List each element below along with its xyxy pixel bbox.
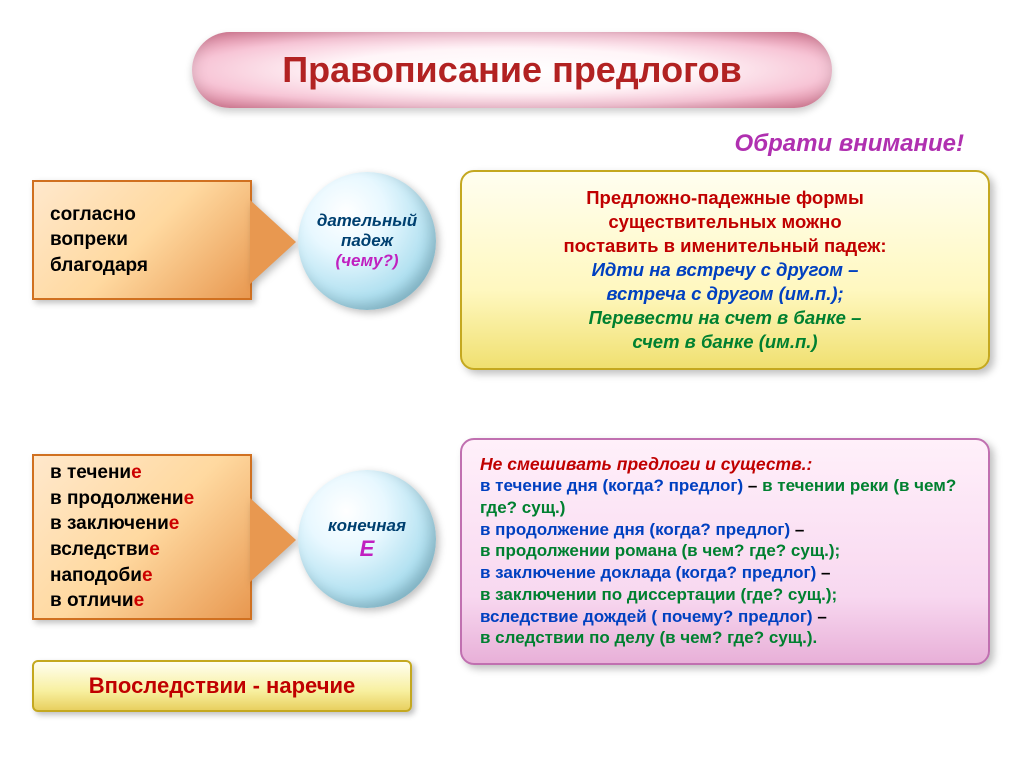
info1-title-line: Предложно-падежные формы [480, 186, 970, 210]
info-box-dont-confuse: Не смешивать предлоги и существ.: в тече… [460, 438, 990, 665]
attention-label: Обрати внимание! [735, 130, 964, 158]
sphere1-line1: дательный падеж [298, 211, 436, 252]
arrow1-line: согласно [50, 202, 148, 228]
info2-line: в заключение доклада (когда? предлог) – [480, 562, 970, 584]
sphere-dative-case: дательный падеж (чему?) [298, 172, 436, 310]
info1-example-line: Перевести на счет в банке – [480, 306, 970, 330]
info2-rows: в течение дня (когда? предлог) – в течен… [480, 475, 970, 649]
info2-line: в заключении по диссертации (где? сущ.); [480, 584, 970, 606]
sphere2-line2: Е [360, 536, 375, 562]
adverb-note: Впоследствии - наречие [32, 660, 412, 712]
arrow2-content: в течениев продолжениев заключениевследс… [50, 460, 194, 614]
info1-example-line: встреча с другом (им.п.); [480, 282, 970, 306]
sphere2-line1: конечная [328, 516, 406, 536]
info1-example-line: Идти на встречу с другом – [480, 258, 970, 282]
arrow2-line: в продолжение [50, 486, 194, 512]
arrow2-line: в течение [50, 460, 194, 486]
info1-title-line: поставить в именительный падеж: [480, 234, 970, 258]
arrow2-line: наподобие [50, 563, 194, 589]
arrow2-line: вследствие [50, 537, 194, 563]
info-box-case-forms: Предложно-падежные формы существительных… [460, 170, 990, 370]
arrow-block-prepositions-dative: согласно вопреки благодаря [32, 180, 252, 300]
info2-title: Не смешивать предлоги и существ.: [480, 454, 970, 475]
sphere-final-e: конечная Е [298, 470, 436, 608]
sphere1-line2: (чему?) [335, 251, 398, 271]
info2-line: в следствии по делу (в чем? где? сущ.). [480, 627, 970, 649]
arrow1-line: вопреки [50, 227, 148, 253]
info2-line: в течение дня (когда? предлог) – в течен… [480, 475, 970, 519]
info2-line: в продолжении романа (в чем? где? сущ.); [480, 540, 970, 562]
arrow1-content: согласно вопреки благодаря [50, 202, 148, 279]
page-title: Правописание предлогов [282, 49, 741, 91]
arrow-block-prepositions-ending-e: в течениев продолжениев заключениевследс… [32, 454, 252, 620]
info2-line: в продолжение дня (когда? предлог) – [480, 519, 970, 541]
info2-line: вследствие дождей ( почему? предлог) – [480, 606, 970, 628]
arrow2-line: в заключение [50, 511, 194, 537]
arrow1-line: благодаря [50, 253, 148, 279]
info1-example-line: счет в банке (им.п.) [480, 330, 970, 354]
arrow2-line: в отличие [50, 588, 194, 614]
info1-title-line: существительных можно [480, 210, 970, 234]
title-pill: Правописание предлогов [192, 32, 832, 108]
